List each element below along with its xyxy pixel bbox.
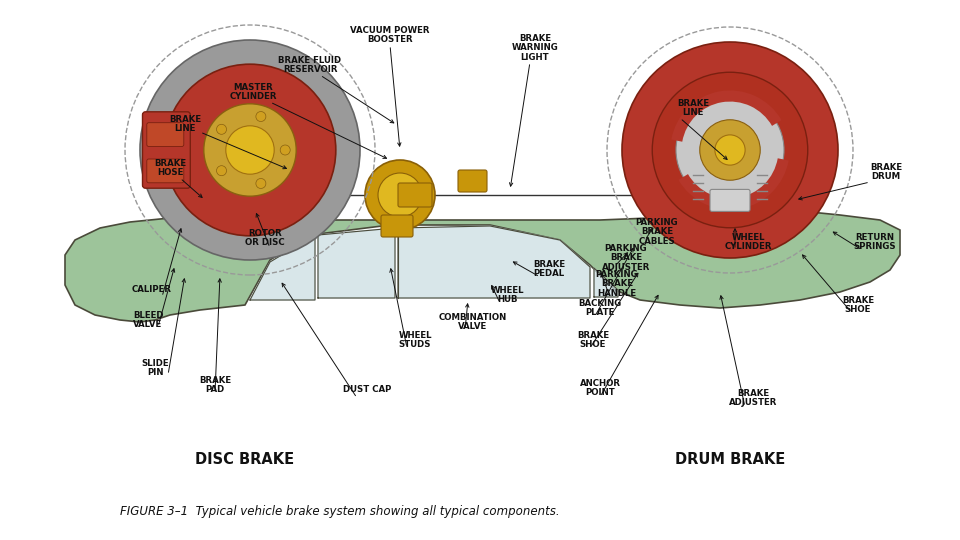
Text: RETURN
SPRINGS: RETURN SPRINGS	[853, 233, 897, 251]
Circle shape	[179, 152, 215, 188]
Text: FIGURE 3–1  Typical vehicle brake system showing all typical components.: FIGURE 3–1 Typical vehicle brake system …	[120, 505, 560, 518]
FancyBboxPatch shape	[147, 159, 183, 183]
Text: DRUM BRAKE: DRUM BRAKE	[675, 453, 785, 468]
Text: WHEEL
HUB: WHEEL HUB	[491, 286, 524, 305]
Text: DUST CAP: DUST CAP	[343, 386, 391, 395]
Circle shape	[217, 124, 227, 134]
Circle shape	[622, 42, 838, 258]
Text: VACUUM POWER
BOOSTER: VACUUM POWER BOOSTER	[350, 25, 430, 44]
Text: BLEED
VALVE: BLEED VALVE	[132, 310, 163, 329]
Polygon shape	[250, 235, 315, 300]
Circle shape	[723, 148, 767, 192]
Text: BRAKE
DRUM: BRAKE DRUM	[870, 163, 902, 181]
FancyBboxPatch shape	[142, 112, 190, 188]
Circle shape	[193, 148, 237, 192]
Circle shape	[715, 157, 745, 187]
Polygon shape	[65, 210, 900, 322]
Text: SLIDE
PIN: SLIDE PIN	[141, 359, 169, 377]
Text: BACKING
PLATE: BACKING PLATE	[578, 299, 622, 318]
Circle shape	[204, 104, 297, 196]
Circle shape	[164, 64, 336, 236]
FancyBboxPatch shape	[171, 150, 197, 184]
Circle shape	[256, 112, 266, 122]
Text: COMBINATION
VALVE: COMBINATION VALVE	[439, 313, 507, 332]
Circle shape	[217, 166, 227, 176]
FancyBboxPatch shape	[147, 123, 183, 146]
Circle shape	[700, 142, 760, 202]
Circle shape	[378, 173, 422, 217]
Text: MASTER
CYLINDER: MASTER CYLINDER	[229, 83, 276, 102]
FancyBboxPatch shape	[710, 190, 750, 211]
FancyBboxPatch shape	[458, 170, 487, 192]
Text: DISC BRAKE: DISC BRAKE	[196, 453, 295, 468]
Circle shape	[173, 128, 257, 212]
Circle shape	[703, 128, 787, 212]
Circle shape	[676, 96, 784, 204]
Text: BRAKE
SHOE: BRAKE SHOE	[577, 330, 609, 349]
Circle shape	[700, 120, 760, 180]
Circle shape	[365, 160, 435, 230]
Text: ROTOR
OR DISC: ROTOR OR DISC	[245, 228, 285, 247]
Text: BRAKE
LINE: BRAKE LINE	[169, 114, 201, 133]
Text: BRAKE
ADJUSTER: BRAKE ADJUSTER	[729, 389, 778, 407]
Text: ANCHOR
POINT: ANCHOR POINT	[580, 379, 620, 397]
Text: BRAKE
PEDAL: BRAKE PEDAL	[533, 260, 565, 278]
Circle shape	[226, 126, 275, 174]
Text: BRAKE
LINE: BRAKE LINE	[677, 99, 709, 117]
Text: PARKING
BRAKE
ADJUSTER: PARKING BRAKE ADJUSTER	[602, 244, 650, 272]
Polygon shape	[318, 228, 395, 298]
Circle shape	[169, 142, 225, 198]
Circle shape	[256, 179, 266, 188]
Circle shape	[652, 72, 807, 228]
Text: CALIPER: CALIPER	[132, 286, 172, 294]
Text: WHEEL
STUDS: WHEEL STUDS	[398, 330, 432, 349]
Polygon shape	[594, 268, 618, 297]
Text: BRAKE
PAD: BRAKE PAD	[199, 376, 231, 394]
Circle shape	[715, 135, 745, 165]
Text: BRAKE
HOSE: BRAKE HOSE	[154, 159, 186, 177]
Text: PARKING
BRAKE
CABLES: PARKING BRAKE CABLES	[636, 218, 679, 246]
Text: BRAKE FLUID
RESERVOIR: BRAKE FLUID RESERVOIR	[278, 56, 342, 75]
Text: BRAKE
WARNING
LIGHT: BRAKE WARNING LIGHT	[512, 34, 559, 62]
Text: BRAKE
SHOE: BRAKE SHOE	[842, 296, 874, 314]
Circle shape	[280, 145, 290, 155]
FancyBboxPatch shape	[398, 183, 432, 207]
Circle shape	[140, 40, 360, 260]
FancyBboxPatch shape	[381, 215, 413, 237]
Text: PARKING
BRAKE
HANDLE: PARKING BRAKE HANDLE	[596, 270, 638, 298]
Polygon shape	[398, 226, 590, 298]
Text: WHEEL
CYLINDER: WHEEL CYLINDER	[724, 233, 772, 251]
